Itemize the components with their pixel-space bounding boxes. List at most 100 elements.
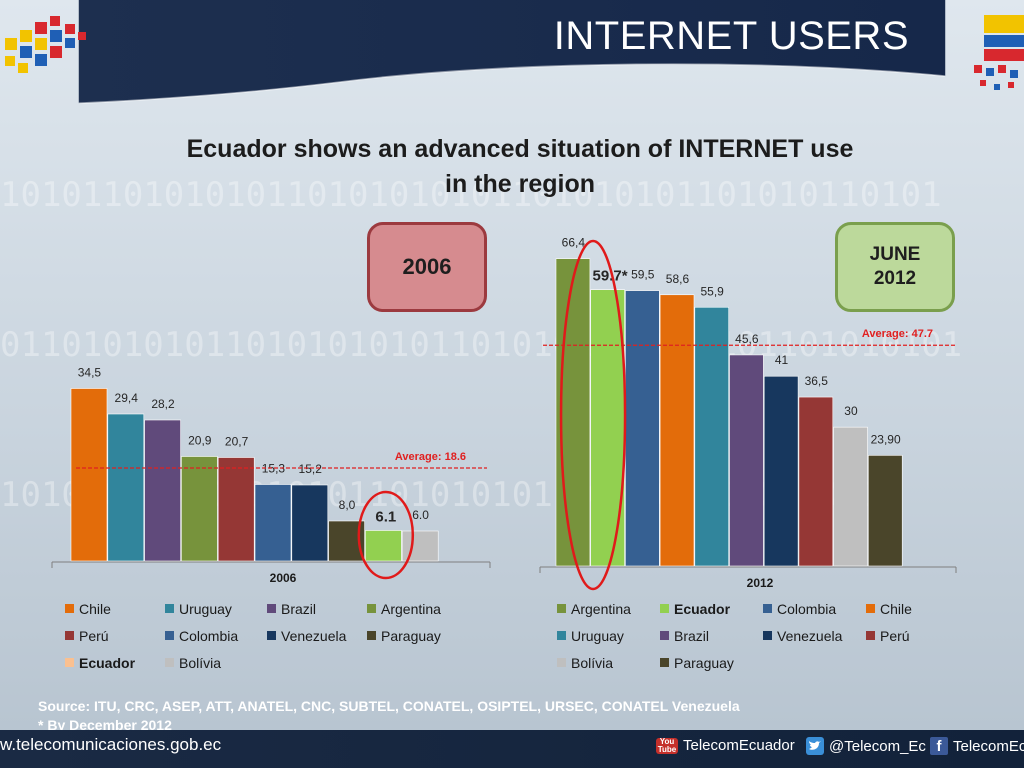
legend-swatch [367, 604, 376, 613]
chart-2012-value-label-colombia: 59,5 [631, 268, 655, 282]
twitter-handle: @Telecom_Ec [829, 737, 926, 755]
chart-2012-legend-item-brazil: Brazil [660, 625, 763, 646]
legend-label: Venezuela [281, 627, 347, 644]
footnote-text: * By December 2012 [38, 717, 172, 733]
website-prefix: w. [0, 735, 17, 754]
legend-label: Argentina [571, 600, 631, 617]
chart-2006-legend-item-uruguay: Uruguay [165, 598, 267, 619]
chart-2012-legend-item-peru: Perú [866, 625, 946, 646]
chart-2006-value-label-ecuador: 6.1 [375, 509, 396, 526]
slide-subtitle: Ecuador shows an advanced situation of I… [150, 132, 890, 202]
legend-label: Ecuador [674, 600, 731, 617]
youtube-handle: TelecomEcuador [683, 737, 795, 754]
legend-label: Chile [880, 600, 912, 617]
legend-swatch [267, 604, 276, 613]
subtitle-line-1: Ecuador shows an advanced situation of I… [186, 135, 854, 163]
chart-2012-value-label-bolivia: 30 [844, 404, 858, 418]
legend-label: Brazil [674, 627, 710, 644]
chart-2012-legend-item-paraguay: Paraguay [660, 652, 763, 673]
legend-swatch [267, 631, 276, 640]
youtube-icon: You Tube [656, 736, 678, 754]
twitter-link[interactable]: @Telecom_Ec [806, 737, 926, 755]
legend-swatch [866, 631, 875, 640]
chart-2006-bar-brazil [144, 419, 181, 562]
youtube-link[interactable]: You Tube TelecomEcuador [656, 737, 795, 754]
chart-2012-value-label-peru: 36,5 [805, 374, 829, 388]
chart-2006-bar-colombia [254, 484, 292, 562]
chart-2006-legend-item-ecuador: Ecuador [65, 652, 165, 673]
slide-title: INTERNET USERS [553, 14, 909, 58]
facebook-link[interactable]: f TelecomEc [930, 737, 1024, 755]
legend-label: Paraguay [674, 654, 734, 671]
chart-2012-legend-item-colombia: Colombia [763, 598, 866, 619]
source-note: Source: ITU, CRC, ASEP, ATT, ANATEL, CNC… [38, 697, 740, 735]
legend-label: Chile [79, 600, 111, 617]
chart-2012-category-label: 2012 [747, 576, 774, 590]
chart-2012-bar-uruguay [694, 306, 729, 567]
source-text: Source: ITU, CRC, ASEP, ATT, ANATEL, CNC… [38, 698, 740, 714]
legend-swatch [660, 658, 669, 667]
chart-2012-value-label-argentina: 66,4 [562, 236, 586, 250]
year-box-2012: JUNE 2012 [835, 222, 955, 312]
legend-swatch [763, 631, 772, 640]
chart-2006-bar-argentina [181, 456, 218, 562]
website-link[interactable]: w.telecomunicaciones.gob.ec [0, 735, 221, 755]
chart-2012-highlight-ellipse [559, 239, 627, 591]
legend-swatch [165, 631, 174, 640]
legend-swatch [367, 631, 376, 640]
legend-label: Uruguay [179, 600, 232, 617]
chart-2006-bar-peru [217, 457, 255, 562]
legend-2012: Argentina Ecuador Colombia Chile Uruguay Braz… [557, 598, 946, 673]
legend-swatch [557, 631, 566, 640]
chart-2006-legend-item-venezuela: Venezuela [267, 625, 367, 646]
legend-label: Bolívia [179, 654, 222, 671]
chart-2012-legend-item-uruguay: Uruguay [557, 625, 660, 646]
legend-label: Argentina [381, 600, 441, 617]
chart-2012-legend-item-venezuela: Venezuela [763, 625, 866, 646]
chart-2006-legend-item-chile: Chile [65, 598, 165, 619]
chart-2012-value-label-chile: 58,6 [666, 272, 690, 286]
legend-label: Paraguay [381, 627, 441, 644]
website-text: telecomunicaciones.gob.ec [16, 735, 222, 754]
legend-label: Brazil [281, 600, 317, 617]
chart-2006-bar-venezuela [291, 484, 329, 562]
flag-cube-icon [974, 15, 1024, 90]
legend-swatch [557, 604, 566, 613]
chart-2006-legend-item-colombia: Colombia [165, 625, 267, 646]
chart-2006-bar-ecuador [365, 530, 402, 562]
chart-2012-value-label-venezuela: 41 [775, 353, 789, 367]
legend-swatch [557, 658, 566, 667]
chart-2006-value-label-paraguay: 8,0 [339, 498, 356, 512]
legend-label: Venezuela [777, 627, 843, 644]
legend-swatch [660, 604, 669, 613]
legend-label: Colombia [179, 627, 239, 644]
chart-2006-value-label-uruguay: 29,4 [115, 391, 139, 405]
chart-2012-bar-bolivia [833, 426, 868, 567]
chart-2006-value-label-colombia: 15,3 [262, 462, 286, 476]
legend-swatch [65, 658, 74, 667]
legend-swatch [65, 604, 74, 613]
chart-2012-bar-paraguay [867, 455, 903, 567]
legend-swatch [65, 631, 74, 640]
chart-2006-highlight-ellipse [357, 490, 415, 580]
chart-2006-legend-item-peru: Perú [65, 625, 165, 646]
year-box-2006: 2006 [367, 222, 487, 312]
legend-2006: Chile Uruguay Brazil Argentina Perú Colombia V… [65, 598, 477, 673]
legend-label: Bolívia [571, 654, 614, 671]
chart-2012-legend-item-ecuador: Ecuador [660, 598, 763, 619]
chart-2006-bar-bolivia [401, 530, 439, 562]
chart-2006-value-label-peru: 20,7 [225, 435, 249, 449]
chart-2006-average-label: Average: 18.6 [395, 451, 466, 463]
subtitle-line-2: in the region [445, 170, 595, 198]
chart-2006-value-label-argentina: 20,9 [188, 434, 212, 448]
legend-label: Perú [880, 627, 910, 644]
footer-band [0, 730, 1024, 768]
legend-swatch [866, 604, 875, 613]
legend-label: Perú [79, 627, 109, 644]
legend-swatch [763, 604, 772, 613]
chart-2012-bar-chile [659, 294, 695, 567]
chart-2006-bar-chile [70, 388, 108, 562]
legend-swatch [165, 658, 174, 667]
chart-2006-value-label-brazil: 28,2 [151, 397, 175, 411]
chart-2012-value-label-brazil: 45,6 [735, 332, 759, 346]
